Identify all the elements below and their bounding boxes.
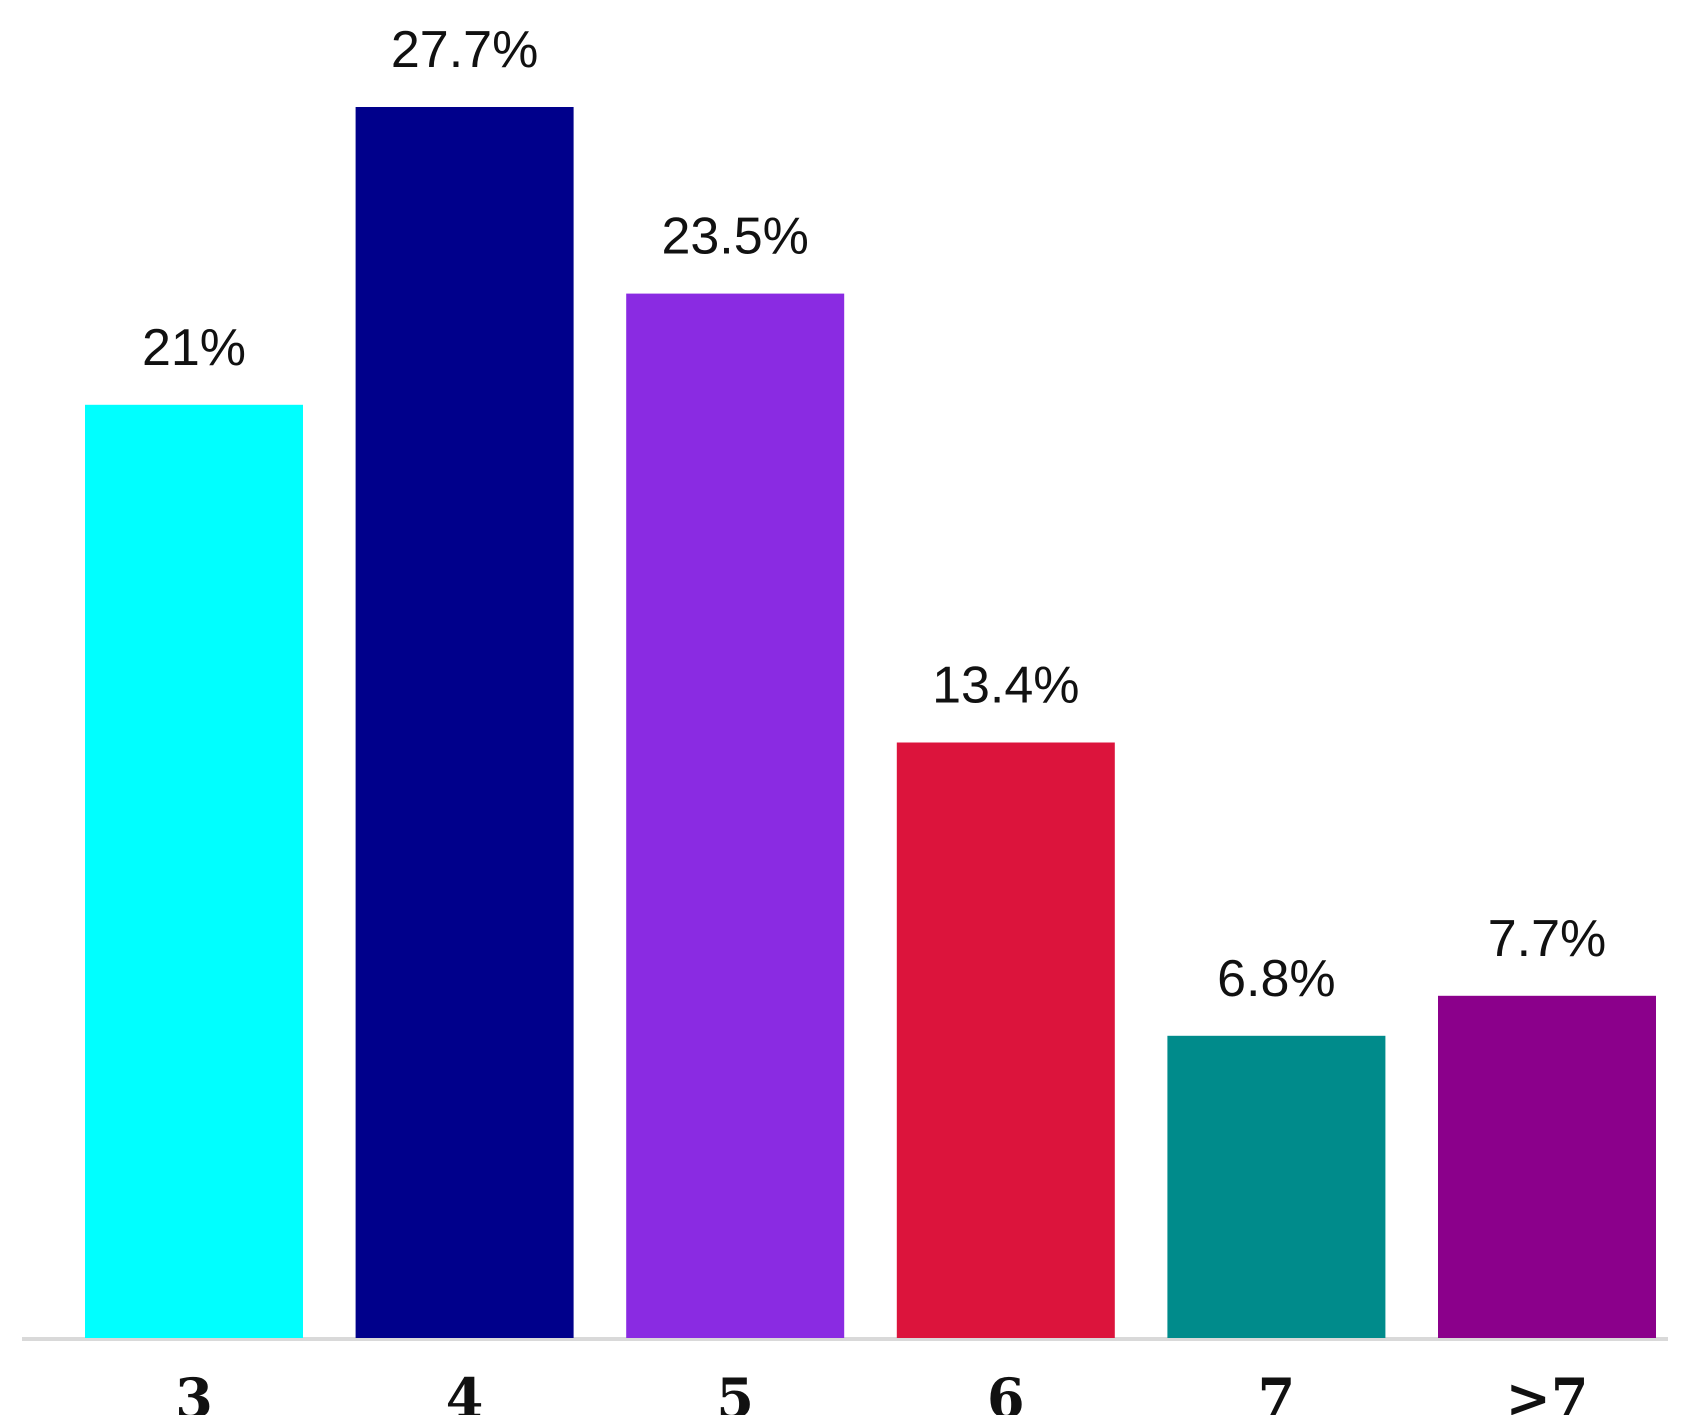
bar-5 (1167, 1035, 1386, 1338)
data-label-4: 13.4% (932, 657, 1079, 715)
bars-group (85, 107, 1656, 1339)
data-label-2: 27.7% (391, 21, 538, 79)
bar-2 (355, 107, 574, 1338)
bar-4 (896, 742, 1115, 1338)
x-tick-label-6: >7 (1506, 1366, 1589, 1415)
data-label-3: 23.5% (661, 208, 808, 266)
x-tick-label-5: 7 (1258, 1366, 1296, 1415)
data-label-6: 7.7% (1488, 910, 1607, 968)
x-tick-label-4: 6 (987, 1366, 1025, 1415)
data-label-5: 6.8% (1217, 950, 1336, 1008)
bar-6 (1438, 995, 1656, 1338)
bar-1 (85, 404, 303, 1338)
bar-3 (626, 293, 845, 1339)
x-tick-label-2: 4 (446, 1366, 484, 1415)
data-labels-group: 21% 27.7% 23.5% 13.4% 6.8% 7.7% (142, 21, 1606, 1008)
x-tick-label-1: 3 (175, 1366, 213, 1415)
x-tick-labels-group: 3 4 5 6 7 >7 (175, 1366, 1589, 1420)
data-label-1: 21% (142, 319, 246, 377)
x-tick-label-3: 5 (716, 1366, 754, 1415)
